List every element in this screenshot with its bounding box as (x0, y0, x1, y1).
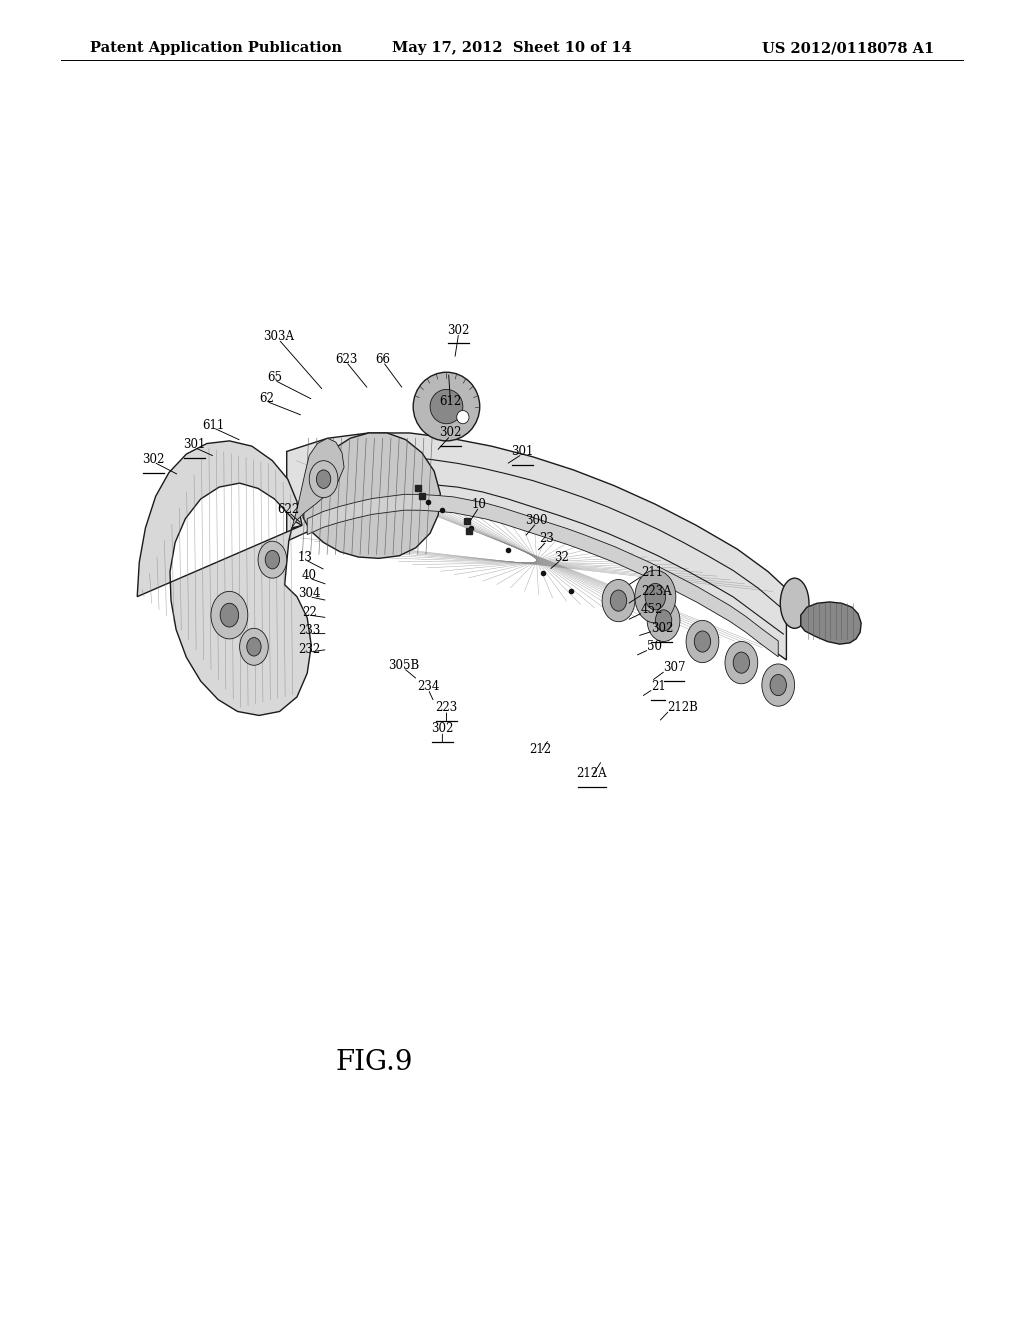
Text: 622: 622 (278, 503, 300, 516)
Text: 234: 234 (417, 680, 439, 693)
Text: 611: 611 (202, 418, 224, 432)
Text: 212B: 212B (668, 701, 698, 714)
Text: 65: 65 (267, 371, 282, 384)
Circle shape (258, 541, 287, 578)
Text: 305B: 305B (388, 659, 419, 672)
Ellipse shape (457, 411, 469, 424)
Text: 301: 301 (183, 438, 206, 451)
Text: 302: 302 (431, 722, 454, 735)
Ellipse shape (413, 372, 479, 441)
Text: 623: 623 (335, 352, 357, 366)
Text: US 2012/0118078 A1: US 2012/0118078 A1 (762, 41, 934, 55)
Text: 13: 13 (298, 550, 312, 564)
Text: 211: 211 (641, 566, 664, 579)
Circle shape (635, 570, 676, 623)
Text: 304: 304 (298, 587, 321, 601)
Circle shape (309, 461, 338, 498)
Text: May 17, 2012  Sheet 10 of 14: May 17, 2012 Sheet 10 of 14 (392, 41, 632, 55)
Text: 300: 300 (525, 513, 548, 527)
Text: 233: 233 (298, 624, 321, 638)
Text: 62: 62 (259, 392, 273, 405)
Text: 223A: 223A (641, 585, 672, 598)
Circle shape (733, 652, 750, 673)
Text: 66: 66 (376, 352, 390, 366)
Circle shape (316, 470, 331, 488)
Polygon shape (307, 494, 778, 657)
Text: 212: 212 (529, 743, 552, 756)
Circle shape (647, 599, 680, 642)
Circle shape (762, 664, 795, 706)
Circle shape (770, 675, 786, 696)
Circle shape (725, 642, 758, 684)
Circle shape (655, 610, 672, 631)
Text: 452: 452 (641, 603, 664, 616)
Text: 22: 22 (302, 606, 316, 619)
Circle shape (694, 631, 711, 652)
Text: 32: 32 (554, 550, 568, 564)
Polygon shape (292, 438, 344, 528)
Text: 232: 232 (298, 643, 321, 656)
Ellipse shape (430, 389, 463, 424)
Text: 302: 302 (447, 323, 470, 337)
Polygon shape (303, 433, 440, 558)
Text: Patent Application Publication: Patent Application Publication (90, 41, 342, 55)
Text: 23: 23 (540, 532, 554, 545)
Text: 307: 307 (664, 661, 686, 675)
Circle shape (686, 620, 719, 663)
Text: 302: 302 (142, 453, 165, 466)
Text: 301: 301 (511, 445, 534, 458)
Text: 50: 50 (647, 640, 663, 653)
Text: 302: 302 (651, 622, 674, 635)
Circle shape (645, 583, 666, 610)
Polygon shape (137, 441, 311, 715)
Text: 40: 40 (302, 569, 316, 582)
Text: 10: 10 (472, 498, 486, 511)
Circle shape (602, 579, 635, 622)
Circle shape (610, 590, 627, 611)
Text: 612: 612 (439, 395, 462, 408)
Text: 212A: 212A (577, 767, 607, 780)
Circle shape (220, 603, 239, 627)
Text: 303A: 303A (263, 330, 294, 343)
Text: 302: 302 (439, 426, 462, 440)
Circle shape (240, 628, 268, 665)
Circle shape (247, 638, 261, 656)
Circle shape (265, 550, 280, 569)
Text: 21: 21 (651, 680, 666, 693)
Text: 223: 223 (435, 701, 458, 714)
Polygon shape (287, 433, 786, 660)
Circle shape (211, 591, 248, 639)
Text: FIG.9: FIG.9 (335, 1049, 413, 1076)
Ellipse shape (780, 578, 809, 628)
Polygon shape (801, 602, 861, 644)
